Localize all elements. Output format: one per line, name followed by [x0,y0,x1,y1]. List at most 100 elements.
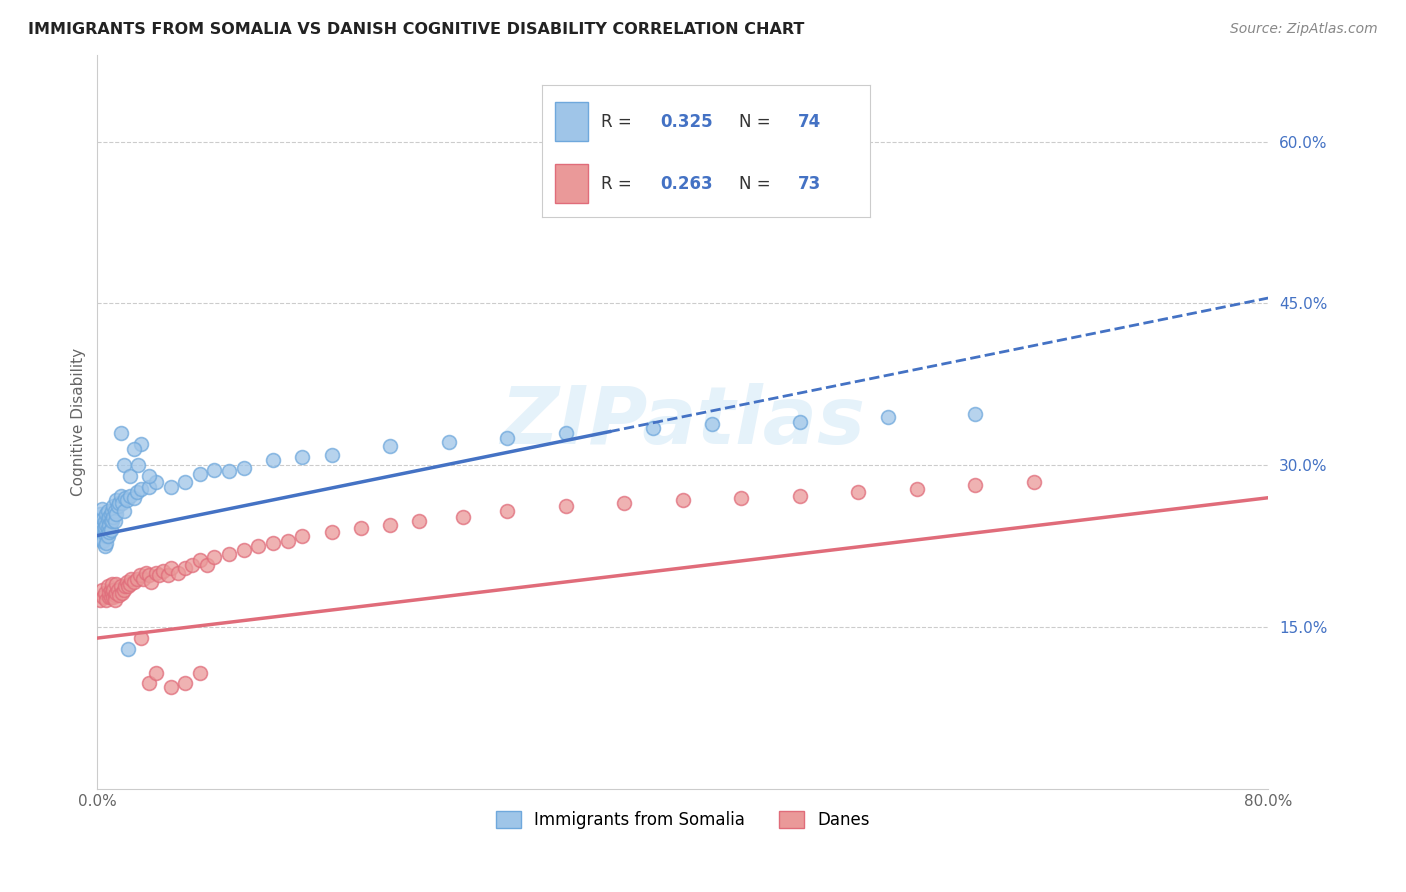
Point [554,500,576,514]
Point [378,517,401,532]
Point [104,588,127,602]
Point [103,582,125,597]
Point [174,676,197,690]
Point [232,460,254,475]
Point [103,510,125,524]
Point [105,507,128,521]
Point [437,434,460,449]
Point [232,542,254,557]
Point [846,485,869,500]
Point [93,525,115,540]
Point [122,491,145,505]
Point [129,437,152,451]
Point [107,500,129,514]
Point [89,593,111,607]
Point [350,521,373,535]
Point [141,574,163,589]
Point [496,431,519,445]
Point [93,539,115,553]
Point [129,482,152,496]
Point [94,528,117,542]
Point [378,439,401,453]
Point [218,464,240,478]
Point [138,469,160,483]
Point [159,680,181,694]
Point [98,510,121,524]
Point [166,566,188,581]
Point [114,579,136,593]
Point [98,517,121,532]
Point [127,458,149,473]
Point [97,528,120,542]
Point [128,568,150,582]
Point [204,550,226,565]
Point [148,568,170,582]
Point [117,641,139,656]
Point [111,496,134,510]
Point [156,568,179,582]
Point [93,586,115,600]
Point [138,480,160,494]
Point [97,512,120,526]
Point [132,572,155,586]
Point [876,409,898,424]
Point [451,510,474,524]
Point [204,463,226,477]
Point [104,593,127,607]
Point [965,477,987,491]
Point [188,467,211,481]
Point [108,588,131,602]
Point [291,528,314,542]
Point [98,586,121,600]
Point [135,566,157,581]
Text: Source: ZipAtlas.com: Source: ZipAtlas.com [1230,22,1378,37]
Text: IMMIGRANTS FROM SOMALIA VS DANISH COGNITIVE DISABILITY CORRELATION CHART: IMMIGRANTS FROM SOMALIA VS DANISH COGNIT… [28,22,804,37]
Point [789,489,811,503]
Point [100,515,122,529]
Point [101,586,124,600]
Point [112,582,135,597]
Point [101,504,124,518]
Point [554,425,576,440]
Point [90,517,112,532]
Point [105,586,128,600]
Legend: Immigrants from Somalia, Danes: Immigrants from Somalia, Danes [489,805,876,836]
Point [408,515,430,529]
Point [89,528,111,542]
Y-axis label: Cognitive Disability: Cognitive Disability [72,348,86,496]
Point [101,515,124,529]
Point [247,539,270,553]
Point [104,504,127,518]
Point [118,489,141,503]
Point [262,453,284,467]
Point [138,568,160,582]
Point [110,579,132,593]
Point [145,475,167,489]
Point [110,425,132,440]
Point [122,574,145,589]
Point [93,515,115,529]
Point [125,572,148,586]
Point [94,536,117,550]
Point [112,504,135,518]
Point [129,631,152,645]
Point [114,491,136,505]
Point [262,536,284,550]
Point [100,582,122,597]
Point [321,448,343,462]
Point [103,500,125,514]
Text: ZIPatlas: ZIPatlas [501,384,865,461]
Point [905,482,928,496]
Point [90,533,112,548]
Point [145,566,167,581]
Point [181,558,204,572]
Point [115,492,138,507]
Point [152,564,174,578]
Point [89,507,111,521]
Point [159,561,181,575]
Point [100,590,122,604]
Point [965,407,987,421]
Point [90,582,112,597]
Point [138,676,160,690]
Point [321,525,343,540]
